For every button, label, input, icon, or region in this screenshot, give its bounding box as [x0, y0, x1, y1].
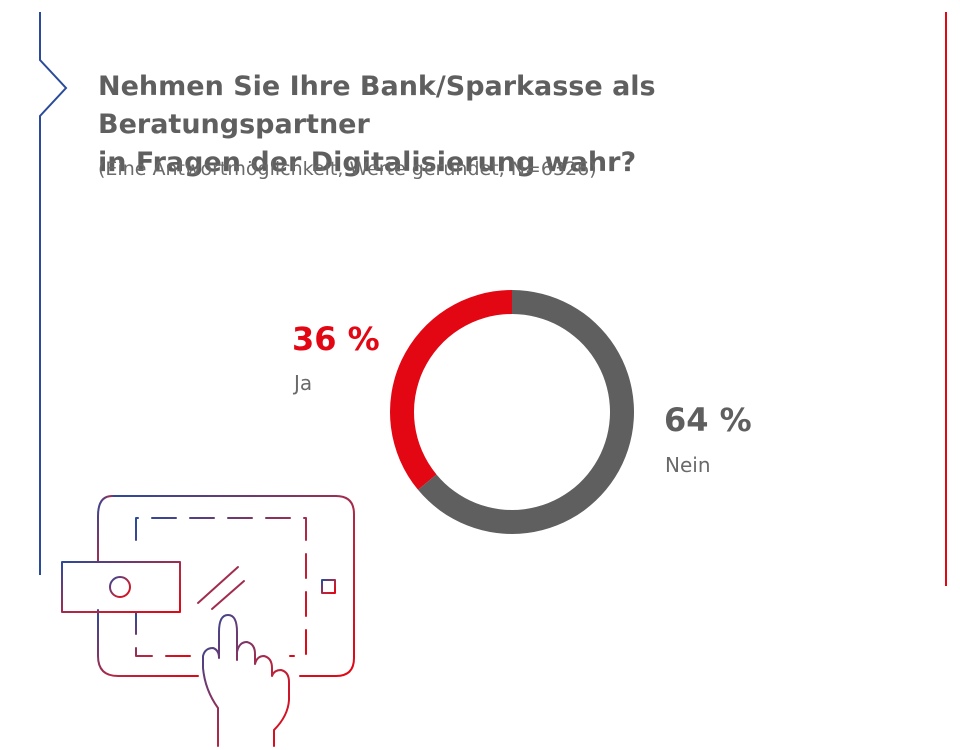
frame-border [39, 11, 947, 587]
donut-slice-ja [389, 290, 512, 490]
tablet-touch-icon [0, 495, 355, 747]
data-label-ja-value: 36 % [292, 320, 380, 358]
data-label-ja-category: Ja [294, 371, 313, 395]
data-label-nein-value: 64 % [664, 401, 752, 439]
data-label-nein-category: Nein [665, 453, 711, 477]
chart-title: Nehmen Sie Ihre Bank/Sparkasse als Berat… [98, 71, 656, 178]
donut-slice-nein [417, 290, 634, 534]
chart-subtitle: (Eine Antwortmöglichkeit, Werte gerundet… [98, 158, 597, 180]
